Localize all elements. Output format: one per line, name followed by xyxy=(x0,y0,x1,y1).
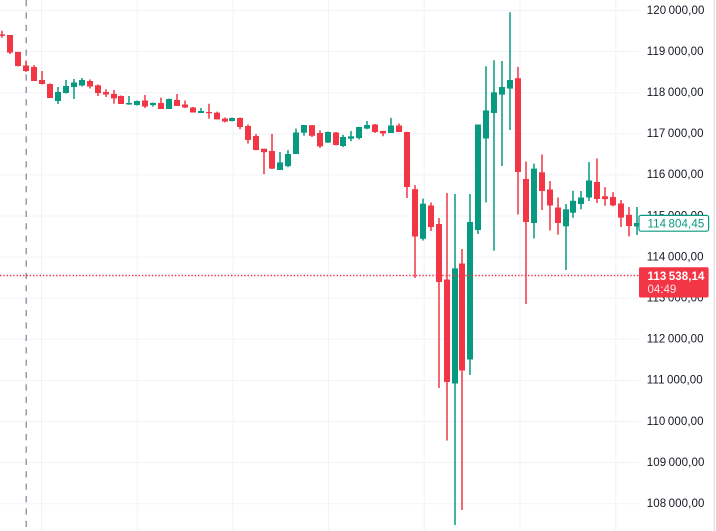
svg-text:114 804,45: 114 804,45 xyxy=(648,218,705,230)
svg-text:119 000,00: 119 000,00 xyxy=(647,46,704,58)
svg-text:108 000,00: 108 000,00 xyxy=(647,498,705,510)
svg-text:114 000,00: 114 000,00 xyxy=(647,251,704,263)
svg-text:120 000,00: 120 000,00 xyxy=(647,5,705,17)
svg-text:113 538,14: 113 538,14 xyxy=(648,271,706,283)
svg-text:110 000,00: 110 000,00 xyxy=(647,416,704,428)
svg-text:117 000,00: 117 000,00 xyxy=(647,128,704,140)
svg-text:04:49: 04:49 xyxy=(648,284,677,296)
svg-text:111 000,00: 111 000,00 xyxy=(647,375,703,387)
svg-text:112 000,00: 112 000,00 xyxy=(647,334,704,346)
svg-text:116 000,00: 116 000,00 xyxy=(647,169,704,181)
svg-text:109 000,00: 109 000,00 xyxy=(647,457,705,469)
svg-text:118 000,00: 118 000,00 xyxy=(647,87,704,99)
